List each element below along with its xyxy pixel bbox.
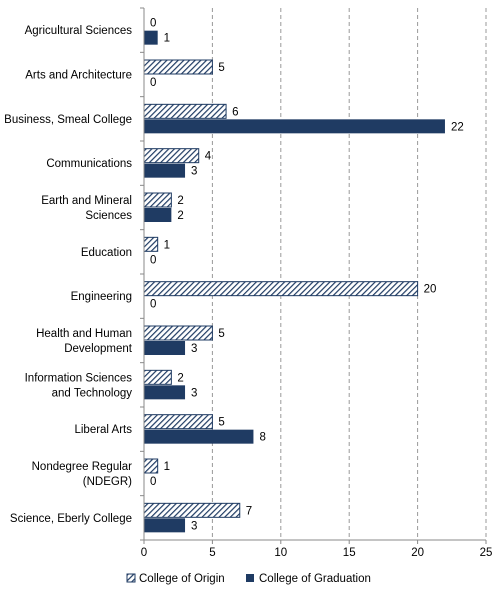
data-label-college-of-origin: 6 (232, 106, 238, 118)
bar-college-of-graduation (144, 119, 445, 134)
data-label-college-of-origin: 2 (177, 195, 183, 207)
data-label-college-of-origin: 5 (218, 62, 224, 74)
data-label-college-of-graduation: 0 (150, 476, 156, 488)
category-label: Nondegree Regular (NDEGR) (32, 461, 133, 488)
data-label-college-of-origin: 20 (424, 284, 437, 296)
legend-label-college-of-origin: College of Origin (139, 573, 225, 585)
bar-college-of-graduation (144, 429, 254, 444)
bar-college-of-graduation (144, 30, 158, 45)
bar-college-of-origin (143, 236, 159, 252)
bar-college-of-origin (143, 148, 200, 164)
category-label: Engineering (71, 291, 132, 303)
bar-college-of-origin (143, 103, 227, 119)
data-label-college-of-origin: 4 (205, 151, 212, 163)
data-label-college-of-graduation: 3 (191, 343, 197, 355)
data-label-college-of-graduation: 3 (191, 166, 197, 178)
bar-college-of-origin (143, 59, 213, 75)
legend-swatch-college-of-graduation (246, 574, 254, 582)
data-label-college-of-graduation: 3 (191, 520, 197, 532)
data-label-college-of-origin: 5 (218, 417, 224, 429)
x-tick-label: 15 (343, 547, 356, 559)
bar-college-of-origin (143, 325, 213, 341)
bar-college-of-origin (143, 414, 213, 430)
data-label-college-of-graduation: 2 (177, 210, 183, 222)
bar-college-of-graduation (144, 163, 186, 178)
data-label-college-of-graduation: 0 (150, 254, 156, 266)
data-label-college-of-origin: 0 (150, 18, 156, 30)
x-tick-label: 5 (209, 547, 215, 559)
bar-college-of-graduation (144, 341, 186, 355)
category-label: Science, Eberly College (10, 513, 132, 525)
data-label-college-of-graduation: 0 (150, 77, 156, 89)
legend-swatch-college-of-origin (126, 573, 136, 583)
data-label-college-of-graduation: 1 (164, 33, 170, 45)
data-label-college-of-origin: 1 (164, 239, 170, 251)
legend: College of Origin College of Graduation (126, 573, 371, 585)
category-label: Liberal Arts (74, 424, 132, 436)
category-label: Arts and Architecture (25, 70, 132, 82)
bar-college-of-origin (143, 281, 419, 297)
category-label: Earth and Mineral Sciences (41, 195, 132, 222)
axes: 0 5 10 15 20 25 (140, 7, 493, 559)
bars (143, 30, 445, 533)
category-label: Education (81, 247, 132, 259)
x-tick-label: 20 (411, 547, 424, 559)
category-label: Information Sciences and Technology (25, 372, 133, 399)
bar-college-of-origin (143, 502, 241, 518)
category-label: Health and Human Development (36, 328, 133, 355)
data-label-college-of-graduation: 0 (150, 299, 156, 311)
category-label: Communications (46, 158, 132, 170)
bar-college-of-origin (143, 192, 172, 208)
data-label-college-of-origin: 2 (177, 372, 183, 384)
category-label: Business, Smeal College (4, 114, 132, 126)
data-label-college-of-origin: 1 (164, 461, 170, 473)
data-label-college-of-graduation: 22 (451, 121, 464, 133)
legend-label-college-of-graduation: College of Graduation (259, 573, 371, 585)
bar-college-of-graduation (144, 518, 186, 533)
x-tick-label: 0 (141, 547, 147, 559)
data-label-college-of-origin: 7 (246, 505, 252, 517)
bar-college-of-origin (143, 458, 159, 474)
gridlines (211, 8, 487, 540)
data-label-college-of-graduation: 8 (259, 432, 265, 444)
data-label-college-of-origin: 5 (218, 328, 224, 340)
bar-college-of-origin (143, 369, 172, 385)
data-label-college-of-graduation: 3 (191, 387, 197, 399)
bar-college-of-graduation (144, 208, 172, 222)
x-tick-label: 25 (480, 547, 493, 559)
category-label: Agricultural Sciences (25, 25, 133, 37)
bar-college-of-graduation (144, 385, 186, 400)
x-tick-label: 10 (274, 547, 287, 559)
